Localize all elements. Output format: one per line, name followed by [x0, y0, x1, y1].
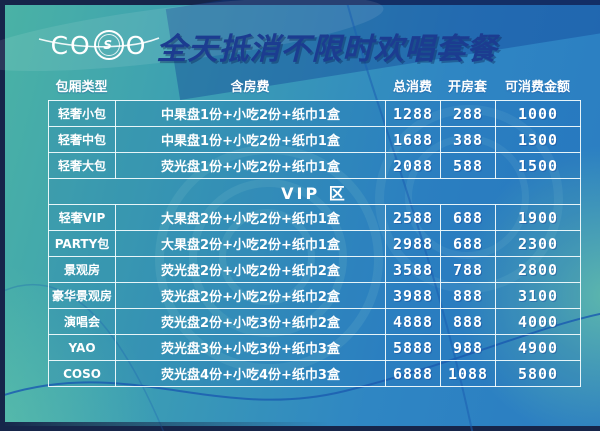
vip-section-row: VIP 区: [48, 178, 581, 205]
spend-cell: 3100: [495, 282, 581, 309]
logo-symbol-letter: S: [103, 38, 115, 52]
spend-cell: 5800: [495, 360, 581, 387]
column-header-0: 包厢类型: [55, 80, 108, 95]
total-cell: 3588: [385, 256, 441, 283]
includes-cell: 荧光盘4份+小吃4份+纸巾3盒: [115, 360, 386, 387]
room-type-cell: 演唱会: [48, 308, 116, 335]
open-fee-cell: 1088: [440, 360, 496, 387]
spend-cell: 1900: [495, 204, 581, 231]
includes-cell: 荧光盘2份+小吃2份+纸巾2盒: [115, 282, 386, 309]
table-row: 轻奢大包 荧光盘1份+小吃2份+纸巾1盒 2088 588 1500: [48, 152, 581, 179]
total-cell: 1288: [385, 100, 441, 127]
total-cell: 5888: [385, 334, 441, 361]
table-row: 豪华景观房 荧光盘2份+小吃2份+纸巾2盒 3988 888 3100: [48, 282, 581, 309]
room-type-cell: COSO: [48, 360, 116, 387]
room-type-cell: 轻奢大包: [48, 152, 116, 179]
column-header-2: 总消费: [392, 80, 432, 95]
column-header-4: 可消费金额: [504, 80, 570, 95]
includes-cell: 大果盘2份+小吃2份+纸巾1盒: [115, 204, 386, 231]
open-fee-cell: 688: [440, 204, 496, 231]
table-column-headers: 包厢类型 含房费 总消费 开房套 可消费金额: [48, 76, 580, 95]
table-row: PARTY包 大果盘2份+小吃2份+纸巾1盒 2988 688 2300: [48, 230, 581, 257]
open-fee-cell: 388: [440, 126, 496, 153]
table-row: 演唱会 荧光盘2份+小吃3份+纸巾2盒 4888 888 4000: [48, 308, 581, 335]
open-fee-cell: 288: [440, 100, 496, 127]
table-row: 轻奢VIP 大果盘2份+小吃2份+纸巾1盒 2588 688 1900: [48, 204, 581, 231]
spend-cell: 1500: [495, 152, 581, 179]
room-type-cell: 景观房: [48, 256, 116, 283]
open-fee-cell: 788: [440, 256, 496, 283]
spend-cell: 4000: [495, 308, 581, 335]
includes-cell: 中果盘1份+小吃2份+纸巾1盒: [115, 100, 386, 127]
room-type-cell: 轻奢小包: [48, 100, 116, 127]
spend-cell: 2800: [495, 256, 581, 283]
total-cell: 2588: [385, 204, 441, 231]
room-type-cell: 豪华景观房: [48, 282, 116, 309]
room-type-cell: 轻奢中包: [48, 126, 116, 153]
open-fee-cell: 888: [440, 282, 496, 309]
spend-cell: 4900: [495, 334, 581, 361]
table-row: 景观房 荧光盘2份+小吃2份+纸巾2盒 3588 788 2800: [48, 256, 581, 283]
spend-cell: 2300: [495, 230, 581, 257]
column-header-3: 开房套: [447, 80, 487, 95]
table-row: 轻奢小包 中果盘1份+小吃2份+纸巾1盒 1288 288 1000: [48, 100, 581, 127]
includes-cell: 大果盘2份+小吃2份+纸巾1盒: [115, 230, 386, 257]
open-fee-cell: 988: [440, 334, 496, 361]
total-cell: 2088: [385, 152, 441, 179]
includes-cell: 荧光盘2份+小吃3份+纸巾2盒: [115, 308, 386, 335]
includes-cell: 中果盘1份+小吃2份+纸巾1盒: [115, 126, 386, 153]
page-title: 全天抵消不限时欢唱套餐: [156, 32, 498, 67]
logo-letter: C: [50, 30, 71, 60]
total-cell: 2988: [385, 230, 441, 257]
coqo-logo: C O S O: [38, 25, 160, 65]
total-cell: 3988: [385, 282, 441, 309]
total-cell: 6888: [385, 360, 441, 387]
vip-section-label: VIP 区: [48, 178, 581, 205]
logo-letter: O: [70, 30, 92, 60]
logo-disc-icon: S: [93, 30, 124, 60]
open-fee-cell: 888: [440, 308, 496, 335]
room-type-cell: 轻奢VIP: [48, 204, 116, 231]
spend-cell: 1000: [495, 100, 581, 127]
room-type-cell: PARTY包: [48, 230, 116, 257]
column-header-1: 含房费: [230, 80, 270, 95]
includes-cell: 荧光盘2份+小吃2份+纸巾2盒: [115, 256, 386, 283]
includes-cell: 荧光盘3份+小吃3份+纸巾3盒: [115, 334, 386, 361]
includes-cell: 荧光盘1份+小吃2份+纸巾1盒: [115, 152, 386, 179]
spend-cell: 1300: [495, 126, 581, 153]
table-row: YAO 荧光盘3份+小吃3份+纸巾3盒 5888 988 4900: [48, 334, 581, 361]
total-cell: 4888: [385, 308, 441, 335]
open-fee-cell: 588: [440, 152, 496, 179]
pricing-table: 轻奢小包 中果盘1份+小吃2份+纸巾1盒 1288 288 1000 轻奢中包 中果盘1份+…: [48, 100, 581, 387]
table-row: COSO 荧光盘4份+小吃4份+纸巾3盒 6888 1088 5800: [48, 360, 581, 387]
room-type-cell: YAO: [48, 334, 116, 361]
table-row: 轻奢中包 中果盘1份+小吃2份+纸巾1盒 1688 388 1300: [48, 126, 581, 153]
bottom-edge-shadow: [0, 422, 330, 426]
total-cell: 1688: [385, 126, 441, 153]
open-fee-cell: 688: [440, 230, 496, 257]
